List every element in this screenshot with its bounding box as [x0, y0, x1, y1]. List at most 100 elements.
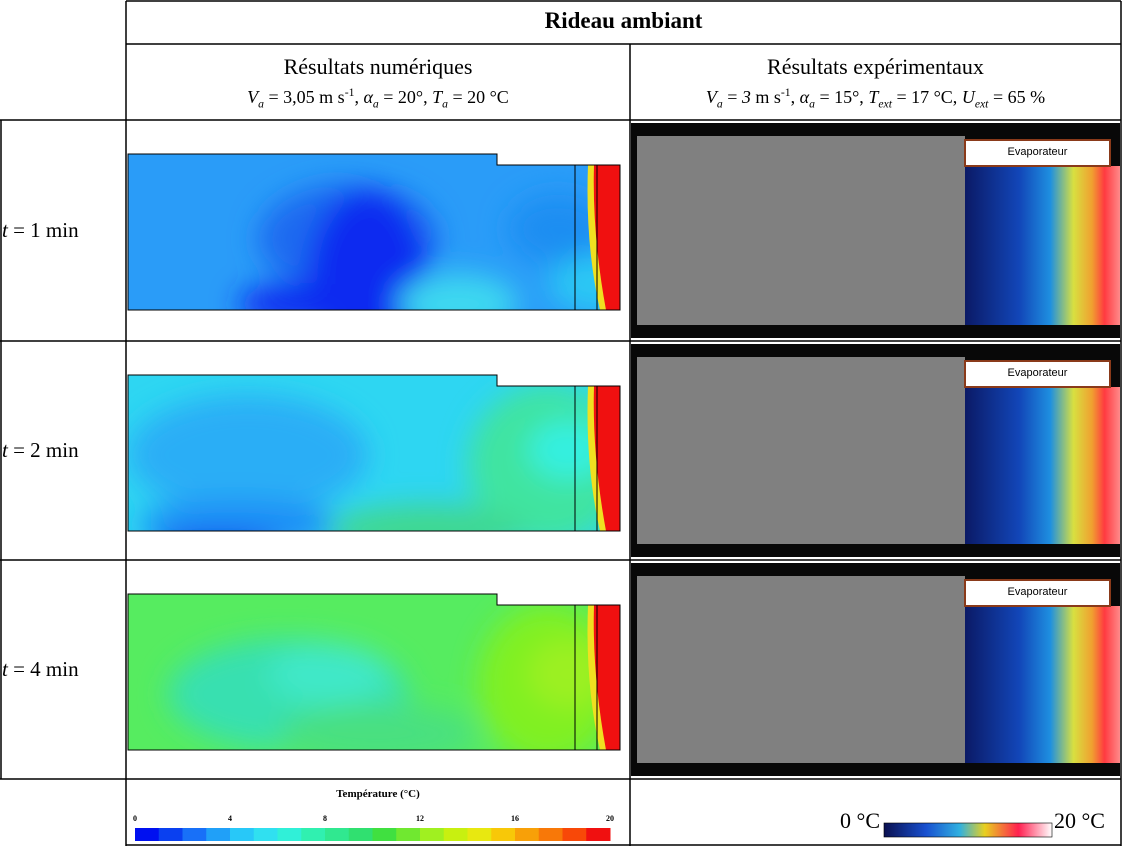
param-sup: -1 [344, 86, 355, 99]
colorbar-step [348, 828, 373, 841]
param-sub: a [809, 98, 815, 111]
param-text: , [790, 87, 800, 107]
row-label: t = 1 min [2, 218, 124, 243]
field-blob [508, 194, 608, 264]
experimental-panel [631, 123, 1120, 338]
field-blobs [168, 604, 618, 750]
field-blob [528, 639, 608, 709]
colorbar-step [135, 828, 160, 841]
param-sub-text: a [716, 97, 723, 111]
field-blob [128, 395, 368, 515]
row-label-symbol: t [2, 217, 8, 242]
param-sub: a [717, 98, 723, 111]
thermal-image [965, 606, 1120, 763]
row-label-text: = 1 min [7, 217, 79, 242]
column-params: Va = 3 m s-1, αa = 15°, Text = 17 °C, Ue… [630, 86, 1121, 111]
param-text: = 65 % [988, 87, 1046, 107]
hot-zone-red [593, 605, 620, 750]
param-symbol: α [799, 87, 810, 107]
evaporator-label: Evaporateur [1007, 586, 1068, 598]
colorbar-step [277, 828, 302, 841]
colorbar-step [586, 828, 611, 841]
field-blob [238, 284, 358, 310]
param-sub: a [258, 98, 264, 111]
colorbar-step [372, 828, 397, 841]
param-symbol: T [432, 87, 443, 107]
colorbar-step [325, 828, 350, 841]
panel-outline [127, 593, 621, 751]
experimental-panel [631, 563, 1120, 776]
param-sub-text: a [258, 97, 265, 111]
panel-outline [127, 153, 621, 311]
row-label: t = 4 min [2, 657, 124, 682]
param-sub-text: a [809, 97, 815, 111]
field-blob [328, 505, 528, 531]
hot-zone-red [593, 386, 620, 531]
colorbar-step [491, 828, 516, 841]
masked-area [637, 357, 965, 544]
row-label-symbol: t [2, 437, 8, 462]
evaporator-label: Evaporateur [1007, 146, 1068, 158]
column-title: Résultats numériques [283, 54, 473, 79]
colorbar-tick-label: 8 [323, 814, 327, 823]
masked-area [637, 136, 965, 325]
colorbar-max-label: 20 °C [1054, 808, 1105, 833]
colorbar-step [467, 828, 492, 841]
param-sub: ext [975, 98, 989, 111]
param-sup: -1 [780, 86, 791, 99]
row-label-text: = 4 min [7, 656, 79, 681]
evaporator-box [964, 360, 1111, 388]
field-blob [398, 274, 518, 310]
field-blob [138, 500, 338, 531]
param-sub: a [442, 98, 448, 111]
param-symbol: V [705, 87, 717, 107]
colorbar-step [206, 828, 231, 841]
colorbar-step [538, 828, 563, 841]
colorbar-title: Température (°C) [336, 788, 420, 800]
colorbar-step [515, 828, 540, 841]
numeric-panel [127, 374, 621, 532]
colorbar-tick-label: 20 [606, 814, 614, 823]
column-params: Va = 3,05 m s-1, αa = 20°, Ta = 20 °C [126, 86, 630, 111]
evaporator-label: Evaporateur [1007, 367, 1068, 379]
colorbar-step [230, 828, 255, 841]
evaporator-box [964, 139, 1111, 167]
experimental-panel [631, 344, 1120, 557]
field-blob [278, 704, 478, 750]
column-title: Résultats expérimentaux [767, 54, 984, 79]
colorbar-tick-label: 0 [133, 814, 137, 823]
colorbar-step [182, 828, 207, 841]
row-label-text: = 2 min [7, 437, 79, 462]
param-text: = 20°, [378, 87, 433, 107]
param-symbol: T [868, 87, 879, 107]
hot-zone-red [593, 165, 620, 310]
colorbar-step [420, 828, 445, 841]
table-title: Rideau ambiant [544, 8, 703, 33]
field-blob [308, 189, 428, 310]
param-text: m s [750, 87, 781, 107]
param-symbol: 3 [741, 87, 751, 107]
colorbar-tick-label: 16 [511, 814, 519, 823]
field [128, 375, 620, 531]
colorbar-step [253, 828, 278, 841]
colorbar-min-label: 0 °C [840, 808, 880, 833]
colorbar-step [301, 828, 326, 841]
param-sub-text: a [442, 97, 448, 111]
param-sub-text: a [372, 97, 379, 111]
colorbar-step [443, 828, 468, 841]
row-label-symbol: t [2, 656, 8, 681]
experimental-colorbar [883, 822, 1053, 838]
masked-area [637, 576, 965, 763]
panel-outline [127, 374, 621, 532]
colorbar-tick-label: 12 [416, 814, 424, 823]
param-sub: a [373, 98, 379, 111]
param-text: = 15°, [814, 87, 869, 107]
param-sub-text: ext [974, 97, 989, 111]
evaporator-box [964, 579, 1111, 607]
param-text: = 3,05 m s [264, 87, 345, 107]
colorbar-tick-label: 4 [228, 814, 232, 823]
param-symbol: U [961, 87, 975, 107]
